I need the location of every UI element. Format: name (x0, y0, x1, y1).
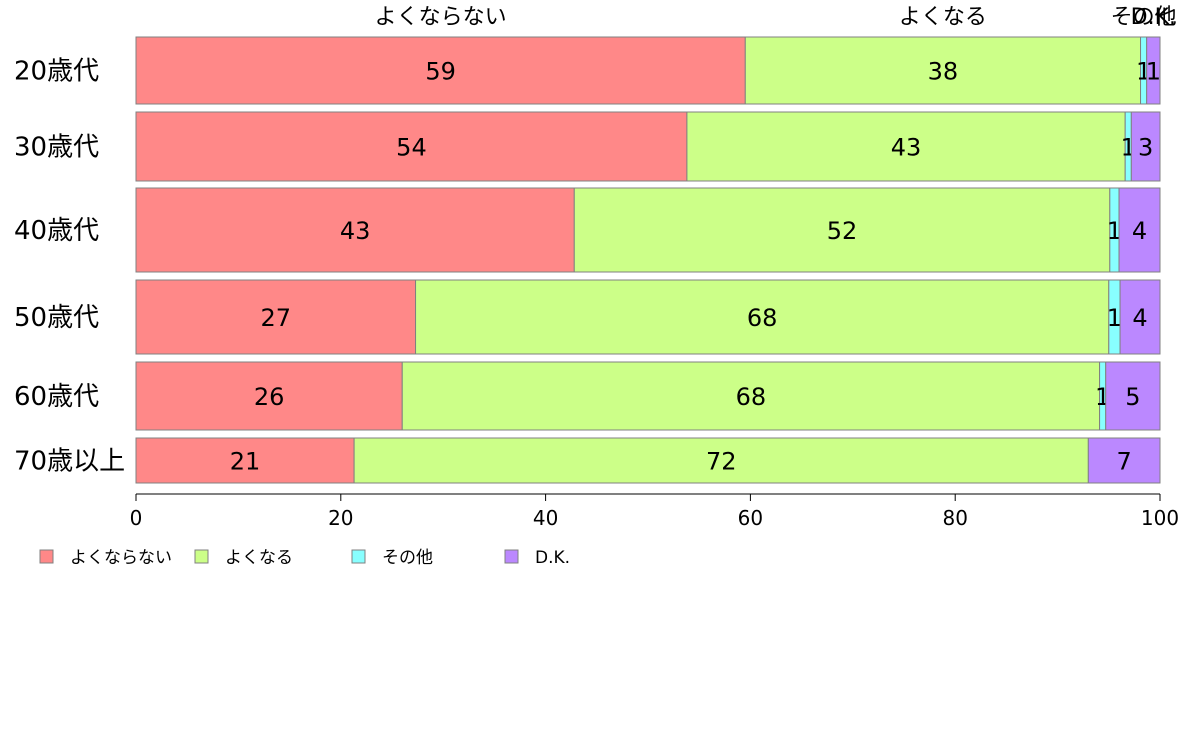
data-label: 1 (1146, 58, 1161, 86)
bar-segment (1119, 279, 1161, 355)
data-label: 5 (1125, 383, 1140, 411)
bar-segment (1087, 437, 1161, 484)
series-top-label: その他 (1111, 5, 1177, 30)
data-label: 38 (928, 58, 959, 86)
category-label: 40歳代 (14, 216, 99, 246)
series-top-label: よくならない (375, 5, 507, 30)
legend-label: よくなる (225, 548, 293, 568)
x-tick-label: 100 (1141, 506, 1179, 530)
x-tick-label: 0 (130, 506, 143, 530)
series-top-label: D.K. (1131, 5, 1176, 30)
bar-segment (135, 361, 403, 431)
category-label: 20歳代 (14, 57, 99, 87)
data-label: 1 (1107, 304, 1122, 332)
data-label: 72 (706, 448, 737, 476)
legend-label: D.K. (535, 548, 570, 568)
bar-segment (135, 279, 417, 355)
data-label: 68 (736, 383, 767, 411)
data-label: 7 (1117, 448, 1132, 476)
legend-label: その他 (382, 548, 433, 568)
bar-segment (401, 361, 1101, 431)
legend-swatch (194, 549, 209, 564)
x-tick-label: 20 (328, 506, 353, 530)
legend-swatch (504, 549, 519, 564)
bar-segment (135, 187, 575, 273)
data-label: 1 (1107, 217, 1122, 245)
data-label: 27 (261, 304, 292, 332)
data-label: 4 (1132, 304, 1147, 332)
series-top-label: よくなる (899, 5, 987, 30)
bar-segment (415, 279, 1110, 355)
data-label: 52 (827, 217, 858, 245)
data-label: 26 (254, 383, 285, 411)
bar-segment (1118, 187, 1161, 273)
data-label: 4 (1132, 217, 1147, 245)
legend-swatch (351, 549, 366, 564)
bar-segment (1146, 36, 1161, 105)
x-tick-label: 40 (533, 506, 558, 530)
legend-swatch (39, 549, 54, 564)
category-label: 60歳代 (14, 382, 99, 412)
bar-segment (1105, 361, 1161, 431)
data-label: 59 (425, 58, 456, 86)
category-label: 50歳代 (14, 303, 99, 333)
bar-segment (744, 36, 1142, 105)
bar-segment (573, 187, 1111, 273)
legend-label: よくならない (70, 548, 172, 568)
category-label: 30歳代 (14, 133, 99, 163)
bar-segment (353, 437, 1089, 484)
data-label: 21 (230, 448, 261, 476)
data-label: 54 (396, 134, 427, 162)
data-label: 3 (1138, 134, 1153, 162)
bar-segment (1130, 111, 1161, 182)
x-tick-label: 60 (738, 506, 763, 530)
data-label: 68 (747, 304, 778, 332)
bar-segment (135, 111, 688, 182)
x-tick-label: 80 (942, 506, 967, 530)
data-label: 43 (891, 134, 922, 162)
bar-segment (135, 437, 355, 484)
bar-segment (135, 36, 746, 105)
data-label: 43 (340, 217, 371, 245)
category-label: 70歳以上 (14, 447, 125, 477)
